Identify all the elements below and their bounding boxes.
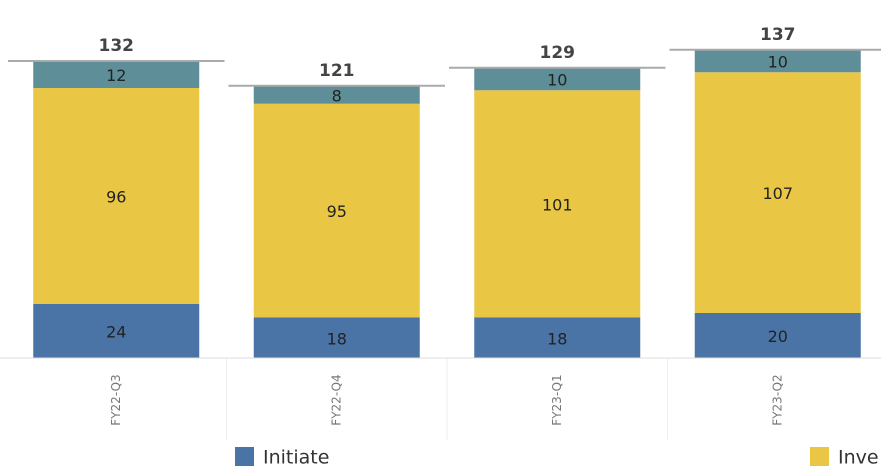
bar-segment: [694, 49, 861, 73]
total-label: 132: [99, 36, 135, 56]
bar-segment: [474, 67, 641, 91]
value-label: 10: [768, 53, 788, 72]
value-label: 20: [768, 327, 788, 346]
legend-label: Inve: [838, 447, 879, 469]
value-label: 107: [762, 184, 793, 203]
bar-segment: [253, 317, 420, 358]
value-label: 12: [106, 66, 126, 85]
value-label: 8: [332, 86, 342, 105]
bar-segment: [474, 317, 641, 358]
x-tick-label: FY23-Q2: [770, 374, 784, 425]
bar-segment: [33, 304, 200, 358]
value-label: 101: [542, 195, 573, 214]
legend-label: Initiate: [263, 447, 329, 469]
legend-swatch: [810, 447, 829, 466]
bar-segment: [694, 72, 861, 313]
bar-segment: [33, 88, 200, 304]
legend-swatch: [235, 447, 254, 466]
bar-segment: [474, 90, 641, 318]
bar-segment: [694, 313, 861, 358]
bar-segment: [253, 85, 420, 104]
bar-segment: [253, 103, 420, 318]
total-label: 121: [319, 61, 355, 81]
x-tick-label: FY22-Q3: [109, 374, 123, 425]
total-label: 129: [540, 43, 576, 63]
value-label: 96: [106, 188, 126, 207]
total-label: 137: [760, 25, 796, 45]
value-label: 18: [327, 329, 347, 348]
value-label: 10: [547, 71, 567, 90]
bar-segment: [33, 61, 200, 88]
value-label: 18: [547, 329, 567, 348]
value-label: 24: [106, 323, 126, 342]
x-tick-label: FY23-Q1: [550, 374, 564, 425]
x-tick-label: FY22-Q4: [329, 374, 343, 425]
value-label: 95: [327, 202, 347, 221]
